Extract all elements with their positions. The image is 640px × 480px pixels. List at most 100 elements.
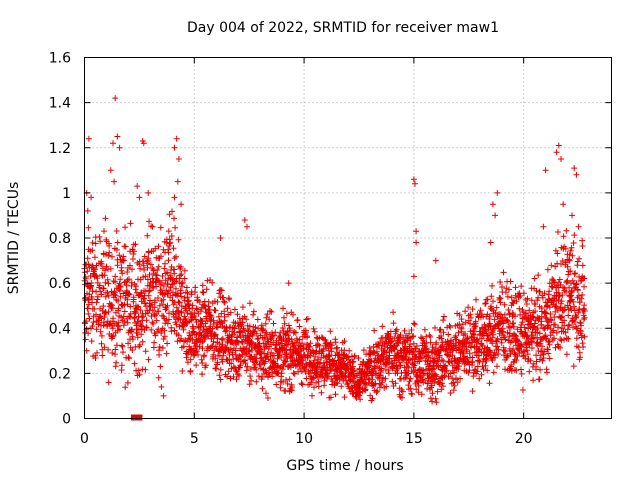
data-point	[454, 379, 461, 386]
data-point	[284, 380, 291, 387]
data-point	[244, 363, 251, 370]
data-point	[461, 361, 468, 367]
data-point	[156, 351, 163, 358]
data-point	[564, 326, 571, 333]
data-point	[221, 298, 227, 305]
data-point	[421, 326, 428, 333]
data-point	[541, 290, 548, 297]
data-point	[88, 194, 95, 201]
data-point	[99, 352, 106, 359]
data-point	[174, 338, 181, 345]
data-point	[572, 270, 579, 277]
data-point	[82, 275, 89, 282]
data-point	[227, 309, 234, 316]
data-point	[99, 307, 106, 314]
data-point	[455, 366, 462, 373]
data-point	[571, 319, 578, 325]
chart-title: Day 004 of 2022, SRMTID for receiver maw…	[187, 20, 499, 36]
data-point	[478, 335, 485, 342]
data-point	[120, 253, 127, 260]
data-point	[520, 290, 527, 297]
data-point	[396, 336, 403, 343]
data-point	[105, 292, 112, 299]
data-point	[568, 288, 575, 295]
data-point	[156, 344, 163, 350]
data-point	[142, 366, 149, 373]
data-point	[171, 215, 177, 222]
data-point	[500, 269, 507, 276]
data-point	[469, 358, 476, 365]
data-gap-marker	[136, 414, 143, 421]
data-point	[109, 302, 116, 309]
data-point	[105, 346, 112, 353]
data-point	[577, 354, 584, 361]
data-point	[173, 321, 180, 328]
data-point	[211, 331, 218, 338]
data-point	[150, 320, 157, 327]
data-point	[562, 329, 569, 336]
data-point	[84, 268, 91, 275]
data-point	[467, 320, 474, 327]
data-point	[218, 336, 225, 343]
data-point	[176, 323, 183, 330]
data-point	[533, 363, 540, 370]
data-point	[532, 308, 539, 315]
data-point	[378, 381, 385, 388]
data-point	[193, 305, 200, 312]
data-point	[142, 273, 149, 280]
data-point	[506, 286, 512, 293]
x-tick-label: 15	[405, 431, 423, 447]
data-point	[454, 360, 461, 367]
data-point	[442, 362, 449, 369]
data-point	[175, 298, 182, 305]
data-point	[160, 392, 167, 399]
data-point	[566, 257, 573, 264]
data-point	[143, 324, 150, 331]
data-point	[146, 218, 153, 225]
data-point	[98, 332, 105, 339]
data-point	[266, 316, 273, 323]
data-point	[171, 144, 178, 151]
data-point	[115, 305, 122, 312]
data-point	[521, 324, 528, 331]
data-point	[401, 327, 408, 334]
data-point	[377, 369, 384, 376]
data-point	[111, 178, 118, 185]
data-point	[506, 333, 513, 340]
data-point	[159, 273, 166, 279]
data-point	[289, 384, 295, 390]
data-point	[410, 340, 417, 347]
data-point	[546, 304, 553, 311]
data-point	[151, 304, 158, 311]
data-point	[283, 377, 289, 383]
data-point	[568, 244, 575, 251]
data-point	[474, 338, 481, 345]
data-point	[129, 347, 136, 353]
data-point	[152, 245, 159, 252]
data-point	[517, 311, 524, 318]
data-point	[112, 273, 119, 280]
data-point	[334, 380, 341, 387]
data-point	[458, 316, 465, 323]
data-point	[89, 288, 96, 295]
data-point	[503, 317, 510, 324]
data-point	[464, 335, 471, 342]
data-point	[457, 375, 464, 382]
data-point	[177, 287, 184, 294]
data-point	[294, 317, 301, 323]
data-point	[246, 381, 253, 388]
data-point	[503, 285, 510, 292]
data-point	[579, 262, 586, 269]
data-point	[547, 311, 554, 317]
data-point	[558, 298, 565, 305]
data-point	[315, 341, 322, 348]
data-point	[552, 303, 559, 310]
data-point	[232, 351, 239, 358]
data-point	[466, 367, 473, 374]
data-point	[492, 354, 499, 361]
data-gap-marker	[130, 414, 137, 421]
data-point	[205, 298, 212, 305]
data-point	[243, 345, 250, 352]
data-point	[273, 381, 280, 388]
